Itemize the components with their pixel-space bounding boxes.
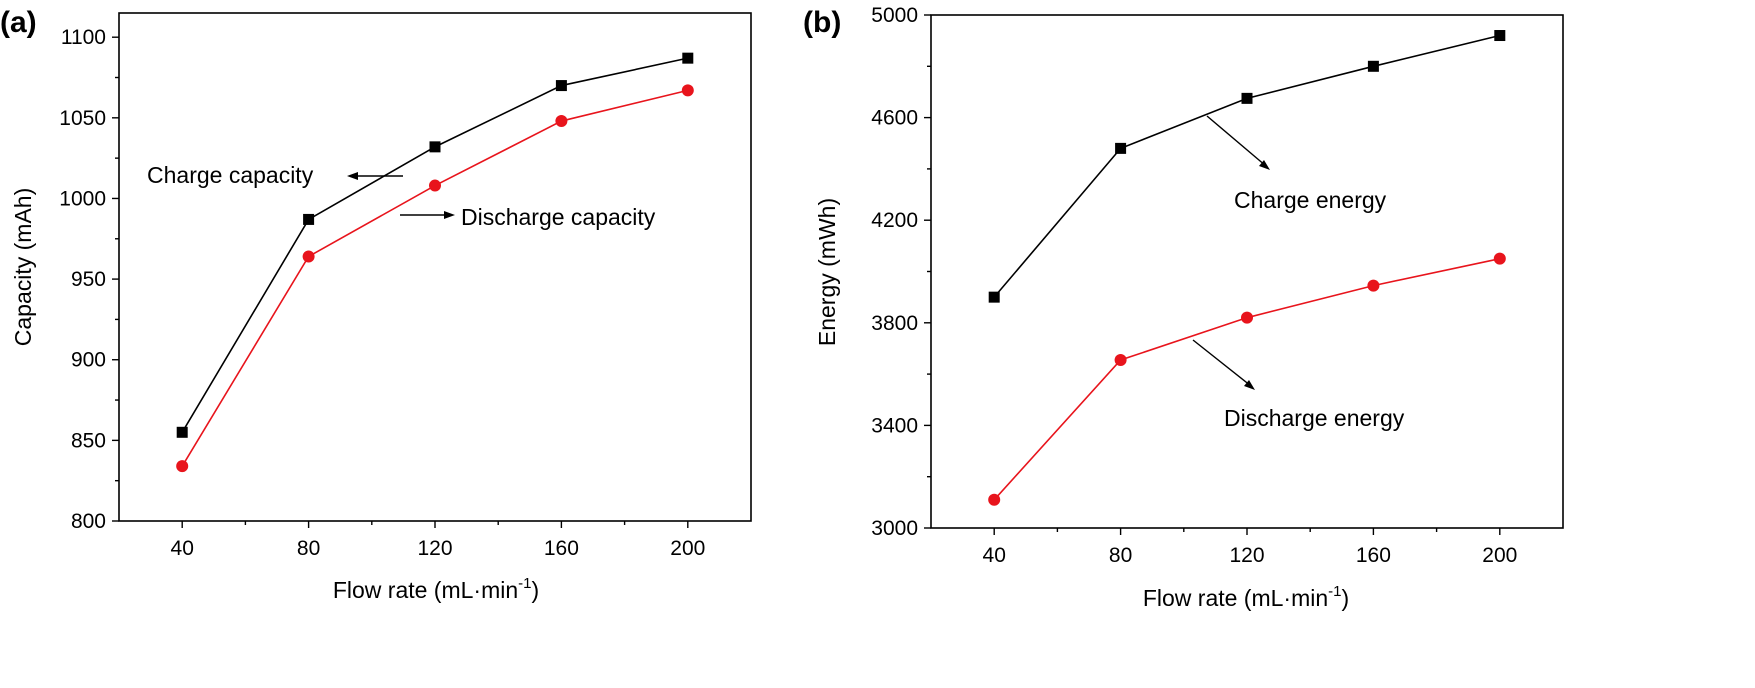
data-point-discharge-energy [1114,353,1127,366]
x-axis-title-b: Flow rate (mL·min-1) [1143,583,1349,611]
x-tick-label: 120 [417,537,452,560]
data-point-discharge-energy [1493,252,1506,265]
y-tick-label: 800 [71,510,106,533]
data-point-charge-energy [1115,142,1127,154]
data-point-discharge-energy [988,493,1001,506]
y-ticks-b: 3000 3400 3800 4200 4600 5000 [871,4,931,540]
y-ticks-a: 800 850 900 950 1000 1050 1100 [59,26,119,533]
x-tick-label: 80 [297,537,320,560]
y-tick-label: 3000 [871,517,918,540]
series-a [176,52,694,473]
panel-a-capacity-chart: (a) 800 850 900 950 1000 1050 1100 40 80 120 160 2… [0,6,752,603]
series-b [988,30,1506,506]
y-tick-label: 1050 [59,107,106,130]
data-point-discharge-capacity [302,250,315,263]
arrowhead-charge-energy [1259,160,1270,170]
y-tick-label: 4600 [871,107,918,130]
y-tick-label: 900 [71,349,106,372]
panel-label-b: (b) [803,6,841,39]
y-tick-label: 5000 [871,4,918,27]
x-tick-label: 80 [1109,544,1132,567]
panel-label-a: (a) [0,6,37,39]
x-ticks-a: 40 80 120 160 200 [171,521,705,560]
y-tick-label: 1100 [61,26,106,49]
x-tick-label: 40 [983,544,1006,567]
annotation-charge-energy: Charge energy [1234,187,1387,213]
data-point-discharge-capacity [555,115,568,128]
data-point-charge-capacity [176,426,188,438]
x-tick-label: 200 [1482,544,1517,567]
x-tick-label: 120 [1229,544,1264,567]
data-point-charge-energy [1494,30,1506,42]
x-tick-label: 160 [1356,544,1391,567]
x-tick-label: 160 [544,537,579,560]
x-axis-title-a: Flow rate (mL·min-1) [333,575,539,603]
series-line-charge-energy [993,34,1500,298]
series-line-discharge-energy [993,257,1500,501]
y-axis-title-b: Energy (mWh) [814,198,840,346]
data-point-charge-energy [1367,60,1379,72]
plot-frame-b [930,14,1564,529]
annotation-charge-capacity: Charge capacity [147,162,314,188]
arrowhead-discharge-capacity [444,211,455,219]
data-point-discharge-capacity [429,179,441,192]
data-point-charge-energy [1241,92,1253,104]
x-tick-label: 40 [171,537,194,560]
data-point-charge-capacity [682,52,694,64]
annotation-arrow-charge-energy [1206,115,1267,167]
series-line-charge-capacity [181,57,688,433]
y-tick-label: 3800 [871,312,918,335]
data-point-charge-capacity [303,213,315,225]
panel-b-energy-chart: (b) 3000 3400 3800 4200 4600 5000 40 80 120 160 2… [803,4,1564,611]
annotation-discharge-energy: Discharge energy [1224,405,1405,431]
annotation-arrow-discharge-energy [1192,339,1252,387]
y-tick-label: 850 [71,429,106,452]
data-point-discharge-capacity [176,460,189,473]
data-point-discharge-energy [1241,311,1253,324]
data-point-charge-energy [988,291,1000,303]
arrowhead-discharge-energy [1244,380,1255,390]
plot-frame-a [118,12,752,522]
y-tick-label: 4200 [871,209,918,232]
x-ticks-b: 40 80 120 160 200 [983,528,1517,567]
y-tick-label: 950 [71,268,106,291]
data-point-discharge-capacity [681,84,694,97]
x-tick-label: 200 [670,537,705,560]
annotation-discharge-capacity: Discharge capacity [461,204,656,230]
y-axis-title-a: Capacity (mAh) [10,188,36,346]
y-tick-label: 1000 [59,187,106,210]
data-point-charge-capacity [429,141,441,153]
data-point-discharge-energy [1367,279,1380,292]
arrowhead-charge-capacity [347,172,358,180]
data-point-charge-capacity [555,80,567,92]
y-tick-label: 3400 [871,414,918,437]
